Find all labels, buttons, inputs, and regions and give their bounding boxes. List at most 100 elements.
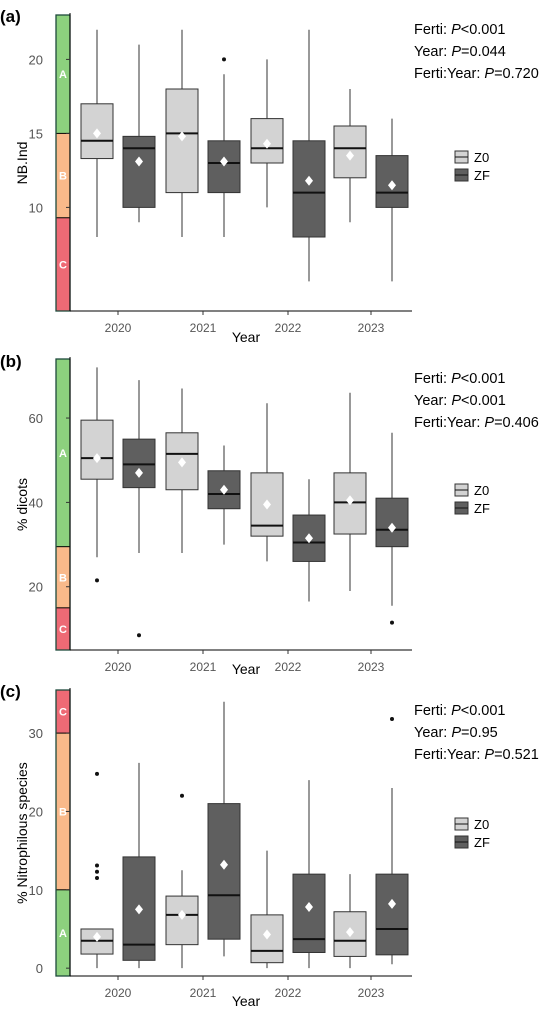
x-tick-label: 2023 <box>358 986 385 1000</box>
stat-line: Ferti:Year: P=0.521 <box>414 747 539 763</box>
box-Z0-2023 <box>333 89 367 223</box>
box-Z0-2020 <box>80 367 114 583</box>
outlier-point <box>95 578 99 583</box>
mean-marker <box>135 467 143 478</box>
x-tick-label: 2020 <box>105 986 132 1000</box>
chart-panel-1: (a) A B C 10 15 20 NB.Ind 2020 2021 2022 2023 Year Fe… <box>0 7 539 345</box>
mean-marker <box>178 909 186 920</box>
box-ZF-2021 <box>207 57 241 237</box>
outlier-point <box>390 620 394 625</box>
legend-label: ZF <box>474 501 490 516</box>
box-ZF-2023 <box>375 716 409 965</box>
x-axis-label: Year <box>232 661 261 677</box>
y-tick-label: 30 <box>29 726 43 741</box>
x-tick-label: 2021 <box>190 660 217 674</box>
zone-B <box>56 546 70 608</box>
box-Z0-2020 <box>80 771 114 969</box>
box-ZF-2023 <box>375 432 409 625</box>
mean-marker <box>178 457 186 468</box>
box-Z0-2022 <box>250 850 284 969</box>
zone-label: B <box>59 572 67 584</box>
mean-marker <box>220 156 228 167</box>
mean-marker <box>263 499 271 510</box>
x-tick-label: 2022 <box>275 986 302 1000</box>
x-tick-label: 2023 <box>358 660 385 674</box>
mean-marker <box>388 180 396 191</box>
box-ZF-2021 <box>207 701 241 957</box>
box-iqr <box>375 873 409 956</box>
box-iqr <box>80 419 114 480</box>
mean-marker <box>93 453 101 464</box>
box-iqr <box>122 135 156 208</box>
y-tick-label: 40 <box>29 495 43 510</box>
mean-marker <box>220 484 228 495</box>
mean-marker <box>135 156 143 167</box>
y-tick-label: 10 <box>29 200 43 215</box>
mean-marker <box>93 128 101 139</box>
zone-C <box>56 690 70 734</box>
outlier-point <box>95 869 99 874</box>
box-Z0-2023 <box>333 392 367 591</box>
stat-line: Year: P=0.95 <box>414 725 498 741</box>
mean-marker <box>263 929 271 940</box>
zone-B <box>56 733 70 890</box>
stat-line: Year: P<0.001 <box>414 393 506 409</box>
box-iqr <box>207 803 241 940</box>
mean-marker <box>346 927 354 938</box>
box-Z0-2023 <box>333 874 367 969</box>
zone-A <box>56 15 70 134</box>
mean-marker <box>220 859 228 870</box>
mean-marker <box>305 902 313 913</box>
y-tick-label: 20 <box>29 580 43 595</box>
mean-marker <box>388 522 396 533</box>
box-Z0-2021 <box>165 388 199 553</box>
outlier-point <box>95 876 99 881</box>
mean-marker <box>388 898 396 909</box>
stat-line: Ferti:Year: P=0.406 <box>414 415 539 431</box>
box-iqr <box>292 140 326 238</box>
x-tick-label: 2023 <box>358 321 385 335</box>
mean-marker <box>305 533 313 544</box>
box-Z0-2020 <box>80 29 114 237</box>
legend-label: ZF <box>474 835 490 850</box>
x-tick-label: 2021 <box>190 321 217 335</box>
mean-marker <box>93 931 101 942</box>
x-tick-label: 2022 <box>275 321 302 335</box>
y-axis-label: % Nitrophilous species <box>14 762 30 904</box>
zone-label: B <box>59 806 67 818</box>
x-tick-label: 2021 <box>190 986 217 1000</box>
box-ZF-2022 <box>292 29 326 282</box>
zone-C <box>56 607 70 650</box>
x-axis-label: Year <box>232 993 261 1009</box>
stat-line: Year: P=0.044 <box>414 44 506 60</box>
box-iqr <box>375 497 409 548</box>
zone-A <box>56 359 70 547</box>
box-ZF-2020 <box>122 380 156 638</box>
legend-label: ZF <box>474 168 490 183</box>
zone-label: A <box>59 69 67 81</box>
legend-label: Z0 <box>474 150 489 165</box>
box-Z0-2021 <box>165 793 199 969</box>
x-tick-label: 2020 <box>105 321 132 335</box>
y-tick-label: 20 <box>29 804 43 819</box>
zone-label: C <box>59 707 67 719</box>
outlier-point <box>180 793 184 798</box>
zone-label: B <box>59 171 67 183</box>
y-axis-label: NB.Ind <box>14 142 30 185</box>
box-Z0-2022 <box>250 59 284 208</box>
y-tick-label: 60 <box>29 411 43 426</box>
zone-C <box>56 217 70 311</box>
box-ZF-2022 <box>292 780 326 969</box>
y-tick-label: 15 <box>29 126 43 141</box>
zone-label: A <box>59 448 67 460</box>
box-iqr <box>292 873 326 953</box>
mean-marker <box>263 138 271 149</box>
panel-label: (a) <box>0 7 21 26</box>
outlier-point <box>95 771 99 776</box>
box-Z0-2022 <box>250 403 284 562</box>
box-ZF-2021 <box>207 445 241 545</box>
panel-label: (c) <box>0 682 21 701</box>
stat-line: Ferti: P<0.001 <box>414 22 506 38</box>
